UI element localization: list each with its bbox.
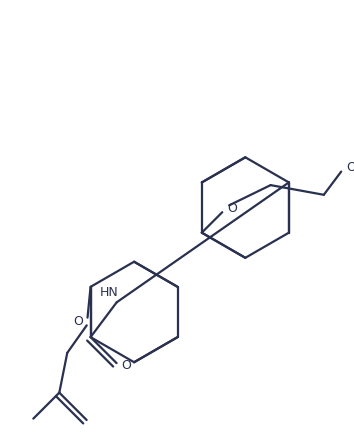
Text: O: O xyxy=(73,315,83,328)
Text: O: O xyxy=(346,161,354,174)
Text: O: O xyxy=(227,202,237,215)
Text: O: O xyxy=(121,358,131,371)
Text: HN: HN xyxy=(99,286,118,299)
